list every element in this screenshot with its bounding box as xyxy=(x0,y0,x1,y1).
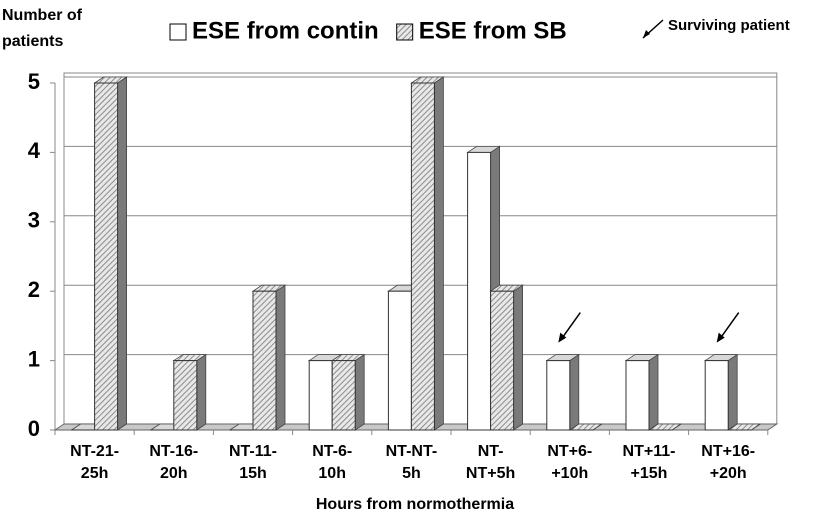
bar-side xyxy=(433,76,444,431)
y-tick-label: 5 xyxy=(28,69,40,94)
bar-side xyxy=(354,353,365,431)
x-tick-label: NT-21- xyxy=(70,443,119,460)
bar xyxy=(94,82,119,431)
bar xyxy=(704,360,729,431)
legend-swatch xyxy=(169,23,187,41)
y-axis-label: Number of xyxy=(2,7,83,24)
bar-side xyxy=(117,76,127,431)
x-tick-label: NT+5h xyxy=(466,465,515,482)
x-tick-label: 10h xyxy=(318,465,346,482)
bar-group xyxy=(647,423,683,431)
x-tick-label: +20h xyxy=(710,465,747,482)
bar xyxy=(331,360,356,431)
bar-side xyxy=(513,284,523,431)
bar-side xyxy=(648,353,659,431)
x-tick-label: 15h xyxy=(239,465,267,482)
bar-group xyxy=(330,353,366,431)
bar-side xyxy=(569,353,580,431)
y-tick-label: 1 xyxy=(28,346,40,371)
y-tick-label: 4 xyxy=(28,138,41,163)
x-tick-label: 25h xyxy=(81,465,109,482)
x-tick-label: +10h xyxy=(551,465,588,482)
bar-group xyxy=(93,76,128,431)
bar xyxy=(410,82,435,431)
x-tick-label: NT-16- xyxy=(149,443,198,460)
bar xyxy=(173,360,198,431)
x-tick-label: NT-NT- xyxy=(386,443,438,460)
y-axis-label: patients xyxy=(2,33,63,50)
bar-group xyxy=(172,353,208,431)
x-tick-label: 5h xyxy=(402,465,421,482)
bar-group xyxy=(545,353,581,431)
y-tick-label: 0 xyxy=(28,416,40,441)
bar xyxy=(467,151,492,431)
x-axis-label: Hours from normothermia xyxy=(316,496,514,513)
legend-label: ESE from contin xyxy=(192,17,379,44)
x-tick-label: 20h xyxy=(160,465,188,482)
bar xyxy=(546,360,571,431)
survivor-arrow-head xyxy=(558,332,567,343)
bar xyxy=(490,290,515,431)
x-tick-label: NT-6- xyxy=(312,443,352,460)
bar-group xyxy=(624,353,660,431)
bar xyxy=(387,290,412,431)
bar-group xyxy=(703,353,739,431)
x-tick-label: +15h xyxy=(631,465,668,482)
y-tick-label: 2 xyxy=(28,277,40,302)
bar xyxy=(308,360,333,431)
bar xyxy=(625,360,650,431)
legend: ESE from contin ESE from SB xyxy=(169,17,567,44)
x-tick-label: NT+6- xyxy=(547,443,592,460)
x-tick-label: NT- xyxy=(478,443,504,460)
bar-group xyxy=(251,284,287,431)
legend-label: ESE from SB xyxy=(419,17,567,44)
legend-swatch xyxy=(396,23,414,41)
annotation: Surviving patient xyxy=(668,17,790,34)
bar xyxy=(252,290,277,431)
bar-side xyxy=(275,284,286,431)
bar-group xyxy=(489,284,524,431)
x-tick-label: NT+16- xyxy=(701,443,755,460)
bar-side xyxy=(196,353,207,431)
x-tick-label: NT+11- xyxy=(623,443,676,460)
bar-group xyxy=(410,76,445,431)
bar-side xyxy=(727,353,738,431)
y-tick-label: 3 xyxy=(28,208,40,233)
x-tick-label: NT-11- xyxy=(229,443,277,460)
bar-group xyxy=(568,423,604,431)
survivor-arrow-head xyxy=(716,332,725,343)
bar-group xyxy=(726,423,762,431)
legend-arrow-head xyxy=(643,30,650,38)
